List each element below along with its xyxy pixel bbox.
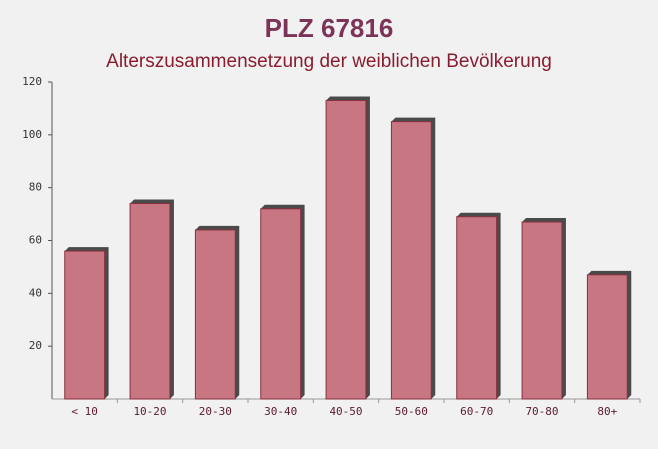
x-tick-label: 10-20 [133,405,166,418]
x-tick-label: 80+ [597,405,617,418]
bar [260,208,302,400]
bar [325,99,367,400]
bar [521,221,563,400]
bar [390,121,432,400]
x-tick-label: 40-50 [329,405,362,418]
chart-title: PLZ 67816 [265,13,394,43]
x-tick-label: 30-40 [264,405,297,418]
chart-subtitle: Alterszusammensetzung der weiblichen Bev… [106,51,552,72]
x-tick-label: 70-80 [525,405,558,418]
bar [586,274,628,400]
y-tick-label: 100 [22,128,42,141]
y-tick-label: 40 [29,286,42,299]
x-tick-label: < 10 [71,405,98,418]
y-tick-label: 20 [29,339,42,352]
bar [129,203,171,400]
bar [456,216,498,400]
bar [64,250,106,400]
x-tick-label: 60-70 [460,405,493,418]
y-tick-label: 80 [29,181,42,194]
x-tick-label: 50-60 [395,405,428,418]
y-tick-label: 120 [22,75,42,88]
x-tick-label: 20-30 [199,405,232,418]
bar [194,229,236,400]
y-tick-label: 60 [29,234,42,247]
